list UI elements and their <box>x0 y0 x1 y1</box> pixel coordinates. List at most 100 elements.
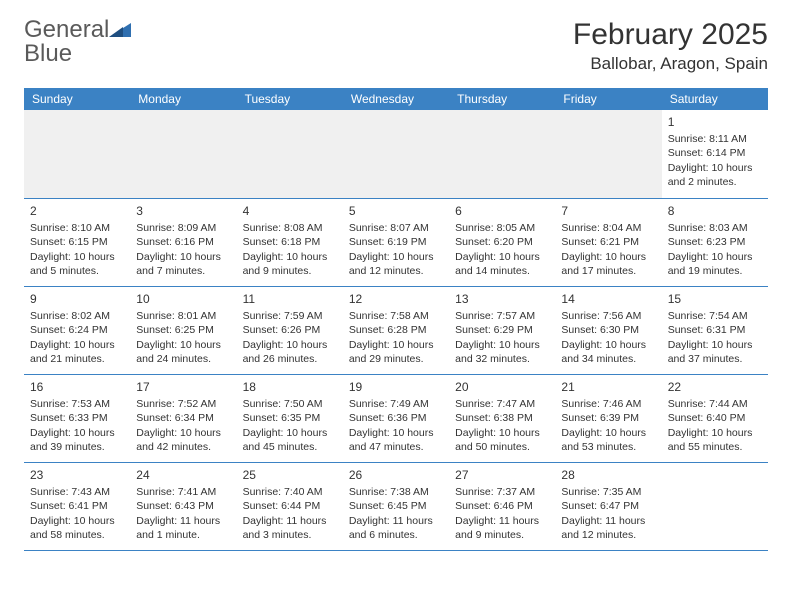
daylight-line: Daylight: 10 hours and 47 minutes. <box>349 426 443 454</box>
day-number: 4 <box>243 203 337 219</box>
sunrise-line: Sunrise: 7:53 AM <box>30 397 124 411</box>
daylight-line: Daylight: 10 hours and 24 minutes. <box>136 338 230 366</box>
day-number: 1 <box>668 114 762 130</box>
logo-word1: General <box>24 16 109 43</box>
day-header: Wednesday <box>343 88 449 110</box>
day-cell: 6Sunrise: 8:05 AMSunset: 6:20 PMDaylight… <box>449 199 555 286</box>
day-cell: 10Sunrise: 8:01 AMSunset: 6:25 PMDayligh… <box>130 287 236 374</box>
day-number: 14 <box>561 291 655 307</box>
day-cell: 16Sunrise: 7:53 AMSunset: 6:33 PMDayligh… <box>24 375 130 462</box>
day-header: Friday <box>555 88 661 110</box>
sunset-line: Sunset: 6:24 PM <box>30 323 124 337</box>
day-number: 3 <box>136 203 230 219</box>
day-cell: 4Sunrise: 8:08 AMSunset: 6:18 PMDaylight… <box>237 199 343 286</box>
daylight-line: Daylight: 10 hours and 21 minutes. <box>30 338 124 366</box>
daylight-line: Daylight: 10 hours and 12 minutes. <box>349 250 443 278</box>
day-cell: 19Sunrise: 7:49 AMSunset: 6:36 PMDayligh… <box>343 375 449 462</box>
day-header: Tuesday <box>237 88 343 110</box>
day-cell: 11Sunrise: 7:59 AMSunset: 6:26 PMDayligh… <box>237 287 343 374</box>
sunset-line: Sunset: 6:34 PM <box>136 411 230 425</box>
daylight-line: Daylight: 10 hours and 53 minutes. <box>561 426 655 454</box>
daylight-line: Daylight: 10 hours and 5 minutes. <box>30 250 124 278</box>
day-number: 2 <box>30 203 124 219</box>
title-block: February 2025 Ballobar, Aragon, Spain <box>573 18 768 74</box>
sunrise-line: Sunrise: 7:37 AM <box>455 485 549 499</box>
day-number: 8 <box>668 203 762 219</box>
page-title: February 2025 <box>573 18 768 52</box>
daylight-line: Daylight: 10 hours and 26 minutes. <box>243 338 337 366</box>
day-cell: 17Sunrise: 7:52 AMSunset: 6:34 PMDayligh… <box>130 375 236 462</box>
day-cell: 26Sunrise: 7:38 AMSunset: 6:45 PMDayligh… <box>343 463 449 550</box>
day-cell: 28Sunrise: 7:35 AMSunset: 6:47 PMDayligh… <box>555 463 661 550</box>
sunrise-line: Sunrise: 7:38 AM <box>349 485 443 499</box>
daylight-line: Daylight: 10 hours and 34 minutes. <box>561 338 655 366</box>
sunrise-line: Sunrise: 7:56 AM <box>561 309 655 323</box>
day-cell: 7Sunrise: 8:04 AMSunset: 6:21 PMDaylight… <box>555 199 661 286</box>
day-cell: 3 Sunrise: 8:09 AMSunset: 6:16 PMDaylight… <box>130 199 236 286</box>
sunrise-line: Sunrise: 7:44 AM <box>668 397 762 411</box>
daylight-line: Daylight: 10 hours and 55 minutes. <box>668 426 762 454</box>
daylight-line: Daylight: 10 hours and 7 minutes. <box>136 250 230 278</box>
sunset-line: Sunset: 6:19 PM <box>349 235 443 249</box>
daylight-line: Daylight: 11 hours and 12 minutes. <box>561 514 655 542</box>
daylight-line: Daylight: 10 hours and 17 minutes. <box>561 250 655 278</box>
day-number: 17 <box>136 379 230 395</box>
day-number: 12 <box>349 291 443 307</box>
day-number: 19 <box>349 379 443 395</box>
day-number: 22 <box>668 379 762 395</box>
day-cell: 22 Sunrise: 7:44 AMSunset: 6:40 PMDayligh… <box>662 375 768 462</box>
day-number: 28 <box>561 467 655 483</box>
sunrise-line: Sunrise: 7:43 AM <box>30 485 124 499</box>
day-cell: 18Sunrise: 7:50 AMSunset: 6:35 PMDayligh… <box>237 375 343 462</box>
week-row: 2Sunrise: 8:10 AMSunset: 6:15 PMDaylight… <box>24 198 768 286</box>
day-cell: 20Sunrise: 7:47 AMSunset: 6:38 PMDayligh… <box>449 375 555 462</box>
sunrise-line: Sunrise: 8:01 AM <box>136 309 230 323</box>
daylight-line: Daylight: 10 hours and 32 minutes. <box>455 338 549 366</box>
sunset-line: Sunset: 6:46 PM <box>455 499 549 513</box>
sunrise-line: Sunrise: 8:09 AM <box>136 221 230 235</box>
day-cell: 21Sunrise: 7:46 AMSunset: 6:39 PMDayligh… <box>555 375 661 462</box>
blank-cell <box>24 110 130 198</box>
blank-cell <box>237 110 343 198</box>
sunset-line: Sunset: 6:40 PM <box>668 411 762 425</box>
blank-cell <box>343 110 449 198</box>
day-number: 11 <box>243 291 337 307</box>
sunrise-line: Sunrise: 7:54 AM <box>668 309 762 323</box>
sunrise-line: Sunrise: 7:57 AM <box>455 309 549 323</box>
sunset-line: Sunset: 6:16 PM <box>136 235 230 249</box>
sunrise-line: Sunrise: 8:10 AM <box>30 221 124 235</box>
sunset-line: Sunset: 6:23 PM <box>668 235 762 249</box>
daylight-line: Daylight: 10 hours and 14 minutes. <box>455 250 549 278</box>
day-cell: 8Sunrise: 8:03 AMSunset: 6:23 PMDaylight… <box>662 199 768 286</box>
day-cell: 9 Sunrise: 8:02 AMSunset: 6:24 PMDaylight… <box>24 287 130 374</box>
logo: General Blue <box>24 18 131 66</box>
calendar: Sunday Monday Tuesday Wednesday Thursday… <box>24 88 768 551</box>
sunset-line: Sunset: 6:36 PM <box>349 411 443 425</box>
day-number: 27 <box>455 467 549 483</box>
sunset-line: Sunset: 6:35 PM <box>243 411 337 425</box>
day-header: Monday <box>130 88 236 110</box>
sunset-line: Sunset: 6:43 PM <box>136 499 230 513</box>
day-number: 5 <box>349 203 443 219</box>
day-number: 15 <box>668 291 762 307</box>
day-number: 21 <box>561 379 655 395</box>
page-subtitle: Ballobar, Aragon, Spain <box>573 54 768 74</box>
day-cell: 14 Sunrise: 7:56 AMSunset: 6:30 PMDayligh… <box>555 287 661 374</box>
day-number: 16 <box>30 379 124 395</box>
daylight-line: Daylight: 10 hours and 19 minutes. <box>668 250 762 278</box>
day-cell: 23Sunrise: 7:43 AMSunset: 6:41 PMDayligh… <box>24 463 130 550</box>
day-number: 9 <box>30 291 124 307</box>
logo-word2: Blue <box>24 42 131 66</box>
sunrise-line: Sunrise: 8:02 AM <box>30 309 124 323</box>
day-cell: 27Sunrise: 7:37 AMSunset: 6:46 PMDayligh… <box>449 463 555 550</box>
daylight-line: Daylight: 10 hours and 29 minutes. <box>349 338 443 366</box>
sunset-line: Sunset: 6:29 PM <box>455 323 549 337</box>
sunset-line: Sunset: 6:30 PM <box>561 323 655 337</box>
sunset-line: Sunset: 6:38 PM <box>455 411 549 425</box>
daylight-line: Daylight: 10 hours and 42 minutes. <box>136 426 230 454</box>
blank-cell <box>662 463 768 550</box>
blank-cell <box>555 110 661 198</box>
daylight-line: Daylight: 10 hours and 2 minutes. <box>668 161 762 189</box>
daylight-line: Daylight: 10 hours and 9 minutes. <box>243 250 337 278</box>
sunrise-line: Sunrise: 7:50 AM <box>243 397 337 411</box>
